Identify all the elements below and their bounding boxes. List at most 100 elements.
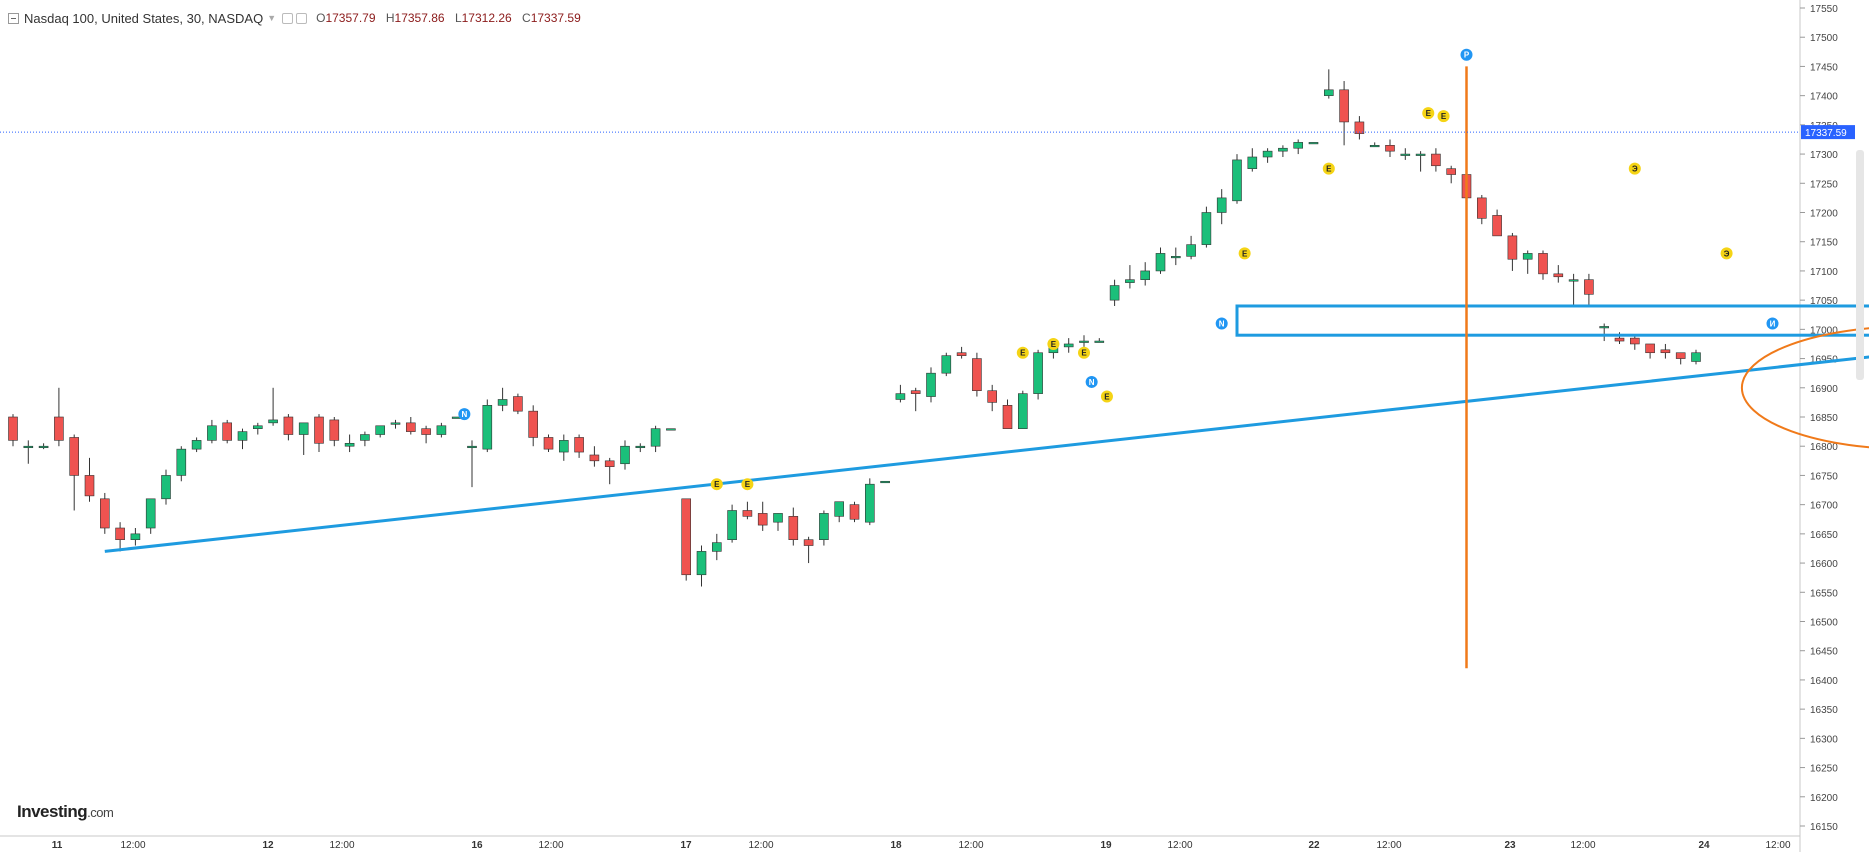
y-tick-label: 17100 (1810, 267, 1838, 278)
candle-body (1522, 253, 1533, 260)
event-marker: E (1422, 107, 1435, 120)
candle-body (1063, 343, 1074, 348)
candle-body (23, 445, 34, 449)
y-tick-label: 17400 (1810, 92, 1838, 103)
candle-body (1308, 142, 1319, 145)
x-tick-label: 12:00 (1167, 840, 1192, 851)
event-marker-label: N (461, 410, 467, 419)
candle-body (100, 498, 110, 529)
candle-body (574, 437, 584, 453)
candle-body (1094, 340, 1105, 343)
candle-body (1339, 89, 1349, 123)
chevron-down-icon[interactable]: ▼ (267, 13, 277, 23)
investing-logo: Investing.com (17, 802, 114, 821)
y-tick-label: 17550 (1810, 4, 1838, 15)
event-marker-dot (1720, 247, 1733, 260)
candle-body (1568, 279, 1579, 282)
event-marker-label: E (1426, 109, 1432, 118)
candle-body (1446, 168, 1456, 175)
y-tick-label: 16150 (1810, 822, 1838, 833)
event-marker-label: P (1464, 51, 1470, 60)
y-tick-label: 16700 (1810, 501, 1838, 512)
candle-body (38, 445, 49, 449)
candle-body (1278, 147, 1288, 152)
candle-body (314, 416, 324, 444)
event-marker: Э (1628, 162, 1641, 175)
event-marker: N (1085, 375, 1098, 388)
candle-body (1216, 197, 1227, 213)
candle-body (727, 510, 737, 541)
scrollbar[interactable] (1856, 150, 1864, 380)
event-marker-label: И (1770, 320, 1776, 329)
event-marker: Э (1720, 247, 1733, 260)
candle-body (635, 445, 646, 449)
candle-body (329, 419, 340, 441)
y-tick-label: 16750 (1810, 471, 1838, 482)
current-price-tag: 17337.59 (1801, 125, 1855, 140)
collapse-icon[interactable] (8, 12, 19, 24)
y-tick-label: 16200 (1810, 793, 1838, 804)
x-tick-label: 22 (1308, 840, 1320, 851)
time-axis[interactable]: 11 12:00 12 12:00 16 12:00 17 12:00 18 12:00 19 12:… (52, 840, 1791, 851)
event-marker: N (458, 408, 471, 421)
event-marker-dot (1238, 247, 1251, 260)
hide-icon[interactable] (296, 12, 308, 24)
candle-body (620, 445, 630, 465)
candle-body (161, 475, 171, 500)
symbol-title[interactable]: Nasdaq 100, United States, 30, NASDAQ (24, 10, 264, 26)
candle-body (1415, 153, 1426, 156)
event-marker-label: E (1242, 249, 1248, 258)
y-tick-label: 17000 (1810, 325, 1838, 336)
event-marker: E (1437, 110, 1450, 123)
candle-body (972, 358, 982, 392)
candle-body (1660, 349, 1671, 354)
candle-body (253, 425, 263, 429)
event-markers: NEEEEENENEEEEPЭЭИЭЭЭ (458, 48, 1779, 491)
candle-body (987, 390, 998, 403)
y-tick-label: 16950 (1810, 355, 1838, 366)
x-tick-label: 19 (1100, 840, 1112, 851)
candle-body (191, 440, 202, 450)
x-tick-label: 12:00 (958, 840, 983, 851)
candle-body (513, 396, 523, 412)
price-axis[interactable]: 16150 16200 16250 16300 16350 16400 16450 16500… (1800, 4, 1838, 833)
candle-body (681, 498, 692, 576)
candle-body (1109, 285, 1120, 301)
candle-body (880, 480, 890, 484)
candle-body (1186, 244, 1196, 257)
candle-body (54, 416, 64, 441)
ellipse-annotation (1740, 327, 1869, 449)
y-tick-label: 17250 (1810, 179, 1838, 190)
event-marker: E (1238, 247, 1251, 260)
candle-body (910, 390, 921, 394)
candle-body (1431, 153, 1441, 167)
x-tick-label: 12:00 (1765, 840, 1790, 851)
event-marker-dot (741, 478, 754, 491)
y-tick-label: 16450 (1810, 647, 1838, 658)
y-tick-label: 17050 (1810, 296, 1838, 307)
x-tick-label: 12:00 (538, 840, 563, 851)
candle-body (421, 428, 431, 435)
low-value: 17312.26 (461, 11, 512, 25)
candle-body (344, 442, 355, 447)
candle-body (650, 428, 661, 447)
event-marker-dot (1422, 107, 1435, 120)
candle-body (1079, 340, 1089, 343)
candle-body (176, 448, 187, 476)
candle-body (1293, 142, 1303, 149)
y-tick-label: 16900 (1810, 384, 1838, 395)
settings-icon[interactable] (282, 12, 294, 24)
event-marker-dot (1628, 162, 1641, 175)
candle-body (1507, 235, 1518, 260)
candle-body (1538, 253, 1548, 275)
event-marker: P (1460, 48, 1473, 61)
event-marker-dot (1047, 337, 1060, 350)
event-marker-label: E (1081, 349, 1087, 358)
candle-body (1033, 352, 1043, 394)
event-marker-label: N (1219, 320, 1225, 329)
candle-body (834, 501, 845, 517)
candle-body (528, 410, 539, 438)
x-tick-label: 12:00 (120, 840, 145, 851)
event-marker: E (1322, 162, 1335, 175)
